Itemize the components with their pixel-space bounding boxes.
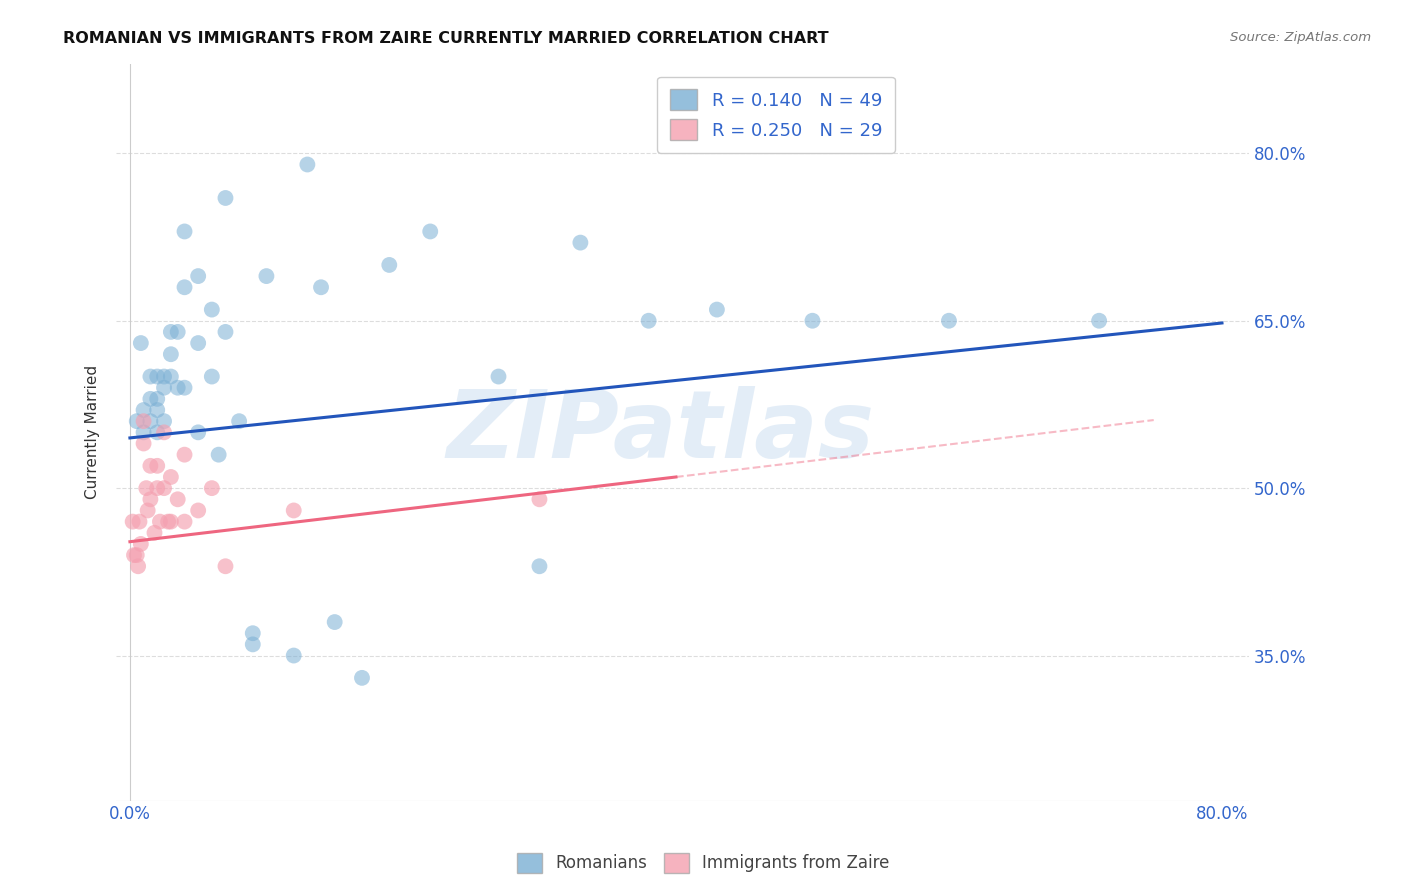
Point xyxy=(309,280,332,294)
Point xyxy=(938,314,960,328)
Point xyxy=(214,191,236,205)
Point xyxy=(173,224,195,238)
Point xyxy=(173,381,195,395)
Point xyxy=(187,503,209,517)
Point xyxy=(139,369,162,384)
Point xyxy=(201,481,224,495)
Point xyxy=(136,503,159,517)
Point xyxy=(146,425,169,440)
Point xyxy=(242,637,264,651)
Point xyxy=(139,458,162,473)
Point xyxy=(283,648,305,663)
Point xyxy=(160,470,183,484)
Point xyxy=(166,381,188,395)
Point xyxy=(128,515,150,529)
Point xyxy=(146,458,169,473)
Point xyxy=(488,369,510,384)
Point xyxy=(350,671,373,685)
Point xyxy=(125,414,148,428)
Point xyxy=(187,425,209,440)
Point xyxy=(187,336,209,351)
Point xyxy=(146,481,169,495)
Point xyxy=(228,414,250,428)
Point xyxy=(160,515,183,529)
Point xyxy=(801,314,824,328)
Legend: Romanians, Immigrants from Zaire: Romanians, Immigrants from Zaire xyxy=(510,847,896,880)
Point xyxy=(529,559,551,574)
Point xyxy=(1088,314,1111,328)
Point xyxy=(254,269,277,284)
Point xyxy=(132,414,155,428)
Point xyxy=(132,425,155,440)
Legend: R = 0.140   N = 49, R = 0.250   N = 29: R = 0.140 N = 49, R = 0.250 N = 29 xyxy=(658,77,894,153)
Point xyxy=(637,314,659,328)
Point xyxy=(323,615,346,629)
Text: ROMANIAN VS IMMIGRANTS FROM ZAIRE CURRENTLY MARRIED CORRELATION CHART: ROMANIAN VS IMMIGRANTS FROM ZAIRE CURREN… xyxy=(63,31,830,46)
Text: ZIPatlas: ZIPatlas xyxy=(446,386,875,478)
Point xyxy=(153,481,176,495)
Point xyxy=(149,515,172,529)
Point xyxy=(135,481,157,495)
Point xyxy=(297,157,319,171)
Point xyxy=(132,436,155,450)
Point xyxy=(127,559,149,574)
Point xyxy=(283,503,305,517)
Point xyxy=(146,403,169,417)
Point xyxy=(529,492,551,507)
Point xyxy=(139,392,162,406)
Point xyxy=(201,302,224,317)
Point xyxy=(214,325,236,339)
Point xyxy=(129,537,152,551)
Point xyxy=(160,325,183,339)
Point xyxy=(146,392,169,406)
Point xyxy=(153,381,176,395)
Point xyxy=(153,369,176,384)
Point xyxy=(173,448,195,462)
Point xyxy=(208,448,231,462)
Point xyxy=(129,336,152,351)
Point xyxy=(187,269,209,284)
Point xyxy=(139,492,162,507)
Point xyxy=(201,369,224,384)
Point xyxy=(419,224,441,238)
Point xyxy=(157,515,180,529)
Point xyxy=(160,347,183,361)
Point xyxy=(160,369,183,384)
Point xyxy=(378,258,401,272)
Point xyxy=(173,515,195,529)
Point xyxy=(143,525,166,540)
Point xyxy=(173,280,195,294)
Point xyxy=(214,559,236,574)
Y-axis label: Currently Married: Currently Married xyxy=(86,366,100,500)
Point xyxy=(166,492,188,507)
Point xyxy=(121,515,143,529)
Point xyxy=(125,548,148,562)
Point xyxy=(122,548,145,562)
Point xyxy=(146,369,169,384)
Point xyxy=(706,302,728,317)
Text: Source: ZipAtlas.com: Source: ZipAtlas.com xyxy=(1230,31,1371,45)
Point xyxy=(132,403,155,417)
Point xyxy=(153,425,176,440)
Point xyxy=(139,414,162,428)
Point xyxy=(153,414,176,428)
Point xyxy=(569,235,592,250)
Point xyxy=(242,626,264,640)
Point xyxy=(166,325,188,339)
